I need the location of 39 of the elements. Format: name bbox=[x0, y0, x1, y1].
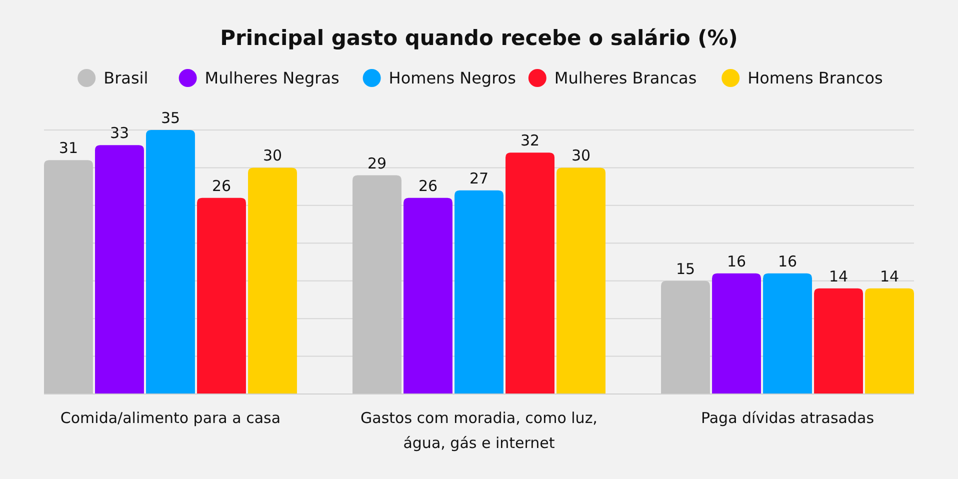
legend-label: Homens Brancos bbox=[748, 68, 883, 88]
bar bbox=[712, 273, 761, 394]
bar bbox=[95, 145, 144, 394]
bar bbox=[404, 198, 452, 394]
chart-title: Principal gasto quando recebe o salário (%) bbox=[220, 26, 738, 50]
legend-label: Mulheres Negras bbox=[204, 68, 340, 88]
legend-label: Homens Negros bbox=[388, 68, 516, 88]
x-tick-label: Comida/alimento para a casa bbox=[60, 409, 281, 427]
bar bbox=[556, 168, 606, 394]
legend-label: Mulheres Brancas bbox=[554, 68, 697, 88]
data-label: 15 bbox=[676, 260, 696, 278]
data-label: 32 bbox=[520, 132, 540, 150]
bar bbox=[814, 288, 863, 394]
data-label: 30 bbox=[571, 146, 591, 165]
data-label: 26 bbox=[418, 176, 438, 195]
data-label: 33 bbox=[110, 124, 130, 142]
data-label: 16 bbox=[726, 252, 746, 270]
data-label: 27 bbox=[469, 169, 489, 188]
data-label: 14 bbox=[880, 267, 900, 286]
bar bbox=[44, 160, 93, 394]
bar bbox=[352, 175, 402, 394]
data-label: 30 bbox=[262, 146, 282, 165]
x-tick-label: Gastos com moradia, como luz, água, gás e internet bbox=[360, 409, 598, 452]
legend-label: Brasil bbox=[104, 68, 148, 88]
bar bbox=[865, 288, 914, 394]
bar bbox=[763, 273, 812, 394]
data-label: 14 bbox=[828, 267, 848, 286]
data-label: 26 bbox=[212, 176, 232, 195]
data-label: 16 bbox=[778, 252, 798, 270]
bar bbox=[248, 168, 297, 394]
bar bbox=[454, 190, 504, 394]
x-tick-label: Paga dívidas atrasadas bbox=[700, 409, 874, 427]
bar bbox=[506, 152, 554, 394]
data-label: 35 bbox=[160, 109, 180, 127]
bar bbox=[146, 130, 195, 394]
data-label: 29 bbox=[367, 154, 387, 172]
bar bbox=[197, 198, 246, 394]
bar bbox=[661, 280, 710, 394]
data-label: 31 bbox=[58, 139, 78, 158]
